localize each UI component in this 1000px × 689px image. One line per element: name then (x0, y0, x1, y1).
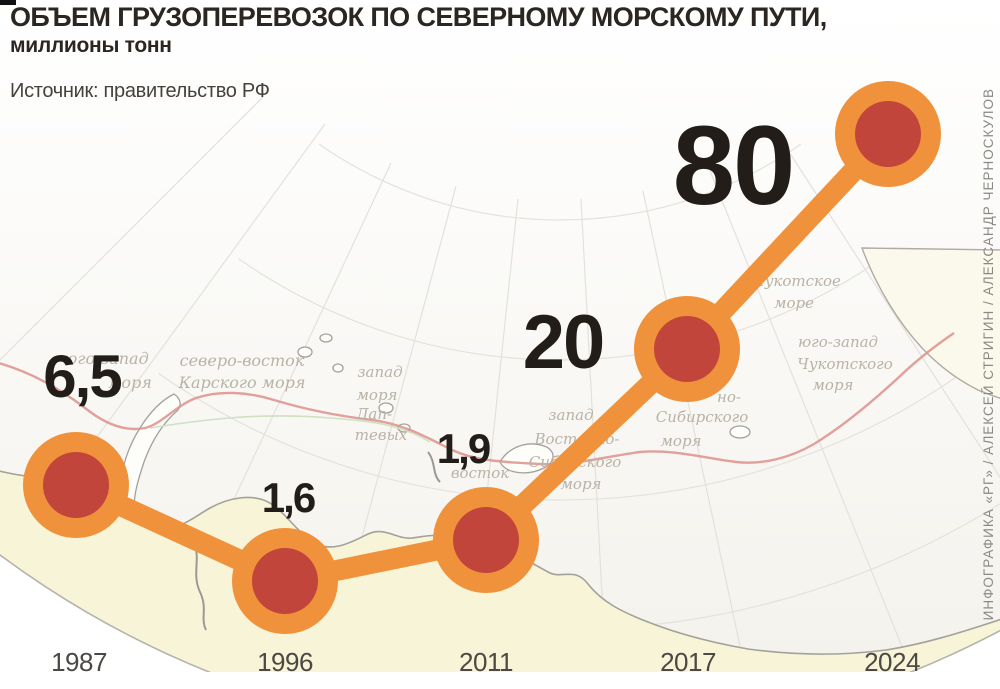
sea-route-line (0, 332, 955, 466)
data-point-inner (453, 507, 519, 573)
alaska-coast (860, 247, 1000, 402)
sea-label: юго-запад (798, 333, 878, 351)
green-route-hint (149, 415, 431, 443)
page-title: ОБЪЕМ ГРУЗОПЕРЕВОЗОК ПО СЕВЕРНОМУ МОРСКО… (10, 2, 827, 32)
data-point-outer (634, 296, 740, 402)
source-note: Источник: правительство РФ (10, 80, 270, 103)
trend-line (71, 126, 896, 592)
data-point-inner (43, 452, 109, 518)
sea-label: Карского моря (178, 373, 306, 392)
sea-label: моря (560, 475, 601, 493)
data-point-outer (433, 487, 539, 593)
year-label: 2024 (864, 647, 920, 677)
value-label: 1,9 (437, 425, 490, 472)
data-point-inner (855, 101, 921, 167)
sea-label: Восточно- (533, 430, 619, 448)
sea-label: моря (356, 386, 397, 404)
sea-labels: юго-запад моря северо-восток Карского моря з… (63, 272, 892, 493)
chart-header: ОБЪЕМ ГРУЗОПЕРЕВОЗОК ПО СЕВЕРНОМУ МОРСКО… (10, 2, 827, 103)
data-point-outer (835, 81, 941, 187)
sea-label: Сибирского (656, 408, 749, 426)
sea-label: моря (812, 376, 853, 394)
year-label: 2011 (459, 647, 513, 677)
sea-label: Чукотское (753, 272, 841, 290)
sea-label: Сибирского (529, 453, 622, 471)
sea-label: моря (660, 432, 701, 450)
sea-label: море (774, 294, 814, 312)
page-subtitle: миллионы тонн (10, 34, 172, 58)
value-label: 80 (673, 103, 794, 228)
islands (119, 333, 751, 511)
corner-mark (0, 0, 16, 5)
value-label: 20 (523, 300, 604, 385)
sea-label: запад (548, 406, 593, 424)
year-label: 1996 (257, 647, 313, 677)
credit-byline: ИНФОГРАФИКА «РГ» / АЛЕКСЕЙ СТРИГИН / АЛЕ… (981, 88, 996, 621)
sea-label: но- (717, 388, 741, 406)
value-label: 1,6 (262, 474, 315, 521)
data-point-inner (252, 548, 318, 614)
sea-label: тевых (355, 426, 408, 444)
lakes (58, 451, 441, 631)
data-point-outer (232, 528, 338, 634)
sea-label: моря (108, 373, 152, 392)
data-point-inner (654, 316, 720, 382)
sea-label: Чукотского (797, 355, 893, 373)
value-label: 6,5 (43, 343, 121, 410)
mainland (0, 468, 1000, 672)
sea-label: Лап- (355, 405, 392, 423)
year-label: 1987 (51, 647, 107, 677)
graticule-meridians (0, 96, 1000, 672)
sea-label: юго-запад (63, 349, 148, 368)
data-point-outer (23, 432, 129, 538)
sea-label: запад (357, 363, 402, 381)
sea-label: восток (451, 464, 509, 482)
sea-label: северо-восток (180, 351, 305, 370)
year-label: 2017 (660, 647, 716, 677)
